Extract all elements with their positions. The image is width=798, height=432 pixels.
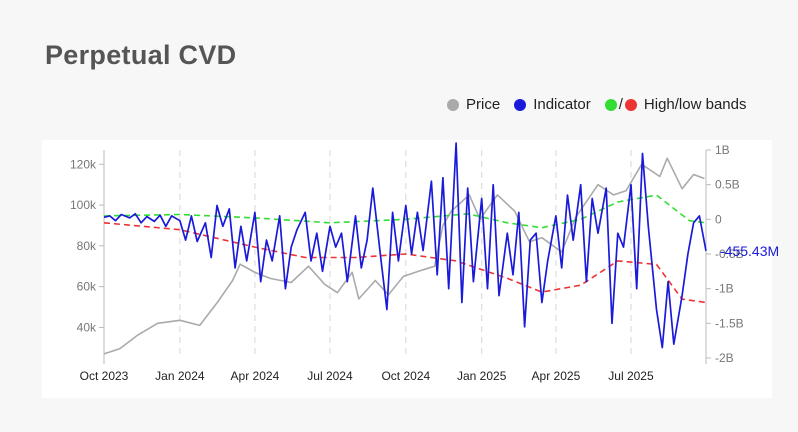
indicator-series-line bbox=[103, 142, 707, 349]
y-right-tick-label: 0.5B bbox=[715, 178, 740, 192]
low-band-circle-icon bbox=[624, 98, 637, 111]
chart-legend: Price Indicator / High/low bands bbox=[447, 96, 760, 113]
low-band-line bbox=[103, 222, 707, 304]
chart-panel bbox=[42, 140, 772, 398]
x-tick-label: Jan 2025 bbox=[457, 369, 507, 383]
y-right-tick-label: 0 bbox=[715, 212, 722, 226]
y-right-tick-label: -2B bbox=[715, 351, 734, 365]
x-tick-label: Apr 2024 bbox=[231, 369, 280, 383]
page-title: Perpetual CVD bbox=[45, 40, 237, 70]
last-value-label: -455.43M bbox=[720, 243, 779, 259]
x-tick-label: Jan 2024 bbox=[155, 369, 205, 383]
high-band-circle-icon bbox=[604, 98, 617, 111]
legend-item-indicator[interactable]: Indicator bbox=[514, 96, 591, 113]
legend-item-bands[interactable]: / High/low bands bbox=[604, 96, 747, 113]
price-circle-icon bbox=[447, 98, 459, 111]
x-tick-label: Apr 2025 bbox=[532, 369, 581, 383]
legend-item-price[interactable]: Price bbox=[447, 96, 500, 113]
y-left-tick-label: 80k bbox=[77, 239, 97, 253]
indicator-circle-icon bbox=[514, 98, 527, 111]
price-series-line bbox=[103, 157, 705, 355]
y-right-tick-label: 1B bbox=[715, 143, 730, 157]
y-right-tick-label: -1B bbox=[715, 282, 734, 296]
legend-label-bands: High/low bands bbox=[643, 96, 747, 113]
y-left-tick-label: 120k bbox=[70, 157, 97, 171]
legend-label-indicator: Indicator bbox=[533, 96, 591, 113]
legend-label-price: Price bbox=[466, 96, 501, 113]
x-tick-label: Jul 2025 bbox=[608, 369, 654, 383]
x-tick-label: Oct 2023 bbox=[80, 369, 129, 383]
y-left-tick-label: 60k bbox=[77, 280, 97, 294]
x-tick-label: Oct 2024 bbox=[381, 369, 430, 383]
y-left-tick-label: 100k bbox=[70, 198, 97, 212]
x-tick-label: Jul 2024 bbox=[307, 369, 353, 383]
y-right-tick-label: -1.5B bbox=[715, 316, 744, 330]
y-left-tick-label: 40k bbox=[77, 320, 97, 334]
legend-slash: / bbox=[618, 96, 623, 113]
y-right-tick-label: -0.5B bbox=[715, 247, 744, 261]
